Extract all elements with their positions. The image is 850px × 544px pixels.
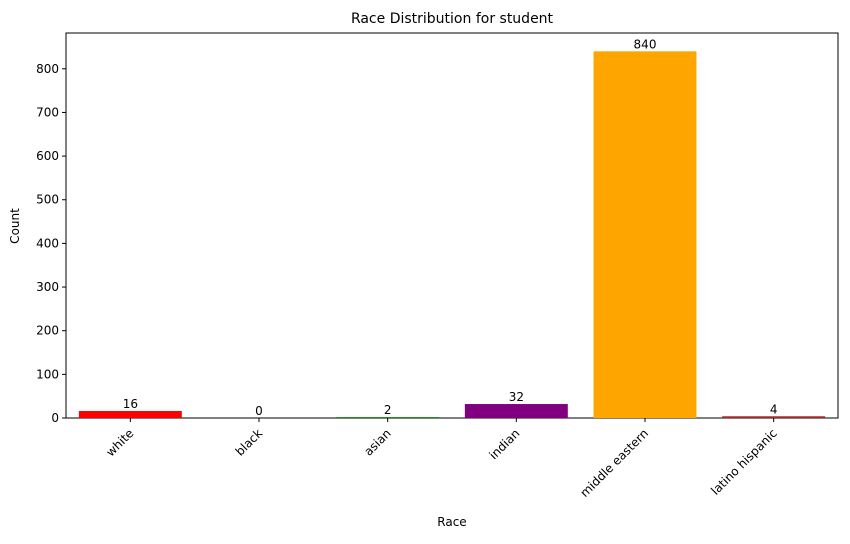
x-tick-label: middle eastern <box>577 426 651 500</box>
x-axis-label: Race <box>437 515 466 529</box>
y-tick-label: 100 <box>36 367 59 381</box>
y-tick-label: 400 <box>36 236 59 250</box>
y-axis-label: Count <box>8 208 22 244</box>
y-tick-label: 300 <box>36 280 59 294</box>
bar-white <box>78 411 182 418</box>
y-tick-label: 800 <box>36 62 59 76</box>
bar-value-label: 32 <box>509 390 524 404</box>
bar-value-label: 4 <box>770 402 778 416</box>
x-tick-label: indian <box>486 426 522 462</box>
bar-value-label: 0 <box>255 404 263 418</box>
plot-area <box>65 32 839 419</box>
bar-indian <box>464 404 568 418</box>
y-tick-label: 700 <box>36 105 59 119</box>
bar-asian <box>336 417 440 418</box>
y-tick-label: 0 <box>51 411 59 425</box>
bar-value-label: 840 <box>634 37 657 51</box>
bar-value-label: 2 <box>384 403 392 417</box>
bar-middle-eastern <box>593 51 697 418</box>
bar-latino-hispanic <box>722 416 826 418</box>
chart-title: Race Distribution for student <box>351 11 554 27</box>
x-tick-label: black <box>233 426 265 458</box>
x-tick-label: asian <box>361 426 393 458</box>
x-tick-label: latino hispanic <box>708 426 780 498</box>
x-tick-label: white <box>103 426 136 459</box>
bar-value-label: 16 <box>123 397 138 411</box>
y-tick-label: 500 <box>36 193 59 207</box>
y-tick-label: 200 <box>36 324 59 338</box>
y-tick-label: 600 <box>36 149 59 163</box>
